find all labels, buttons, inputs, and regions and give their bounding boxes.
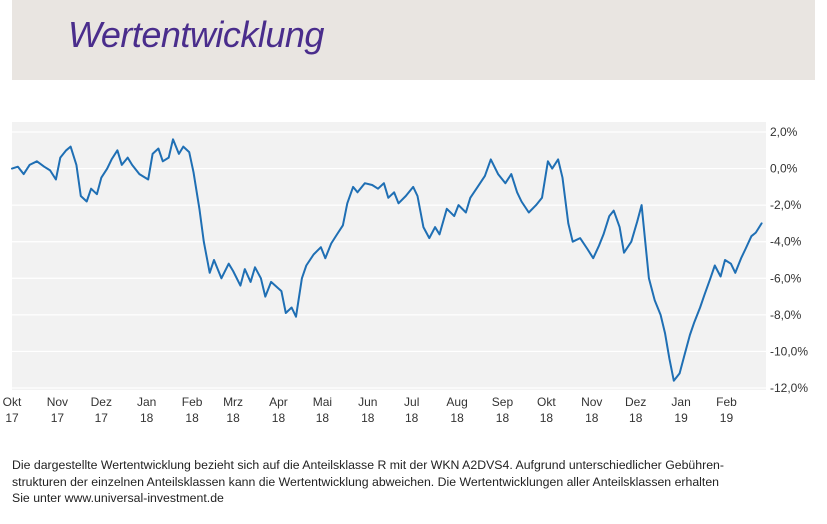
y-tick-label: 0,0% [770, 162, 798, 176]
x-tick-month: Mai [313, 395, 332, 409]
title-band: Wertentwicklung [12, 0, 815, 80]
x-tick: Okt 18 [537, 395, 556, 425]
x-tick: Okt 17 [3, 395, 22, 425]
x-tick-year: 18 [140, 411, 154, 425]
page-title: Wertentwicklung [68, 14, 324, 55]
x-tick-month: Feb [182, 395, 203, 409]
plot-background [12, 122, 766, 390]
y-tick-label: -10,0% [770, 344, 808, 358]
x-tick-year: 18 [585, 411, 599, 425]
x-tick: Nov 18 [581, 395, 602, 425]
series-line [11, 138, 763, 382]
y-tick-label: -2,0% [770, 198, 802, 212]
x-tick-year: 18 [629, 411, 643, 425]
x-tick: Mrz 18 [223, 395, 243, 425]
x-tick: Jun 18 [358, 395, 377, 425]
x-tick-month: Dez [625, 395, 646, 409]
x-tick-year: 18 [185, 411, 199, 425]
y-tick-label: -6,0% [770, 271, 802, 285]
x-tick-year: 18 [316, 411, 330, 425]
x-tick: Jul 18 [404, 395, 419, 425]
x-tick-year: 19 [720, 411, 734, 425]
x-tick-year: 18 [405, 411, 419, 425]
x-tick-month: Okt [3, 395, 22, 409]
x-tick: Sep 18 [492, 395, 514, 425]
footnote: Die dargestellte Wertentwicklung bezieht… [12, 457, 818, 507]
x-tick-month: Jan [137, 395, 156, 409]
x-tick-month: Sep [492, 395, 514, 409]
x-tick-month: Jun [358, 395, 377, 409]
y-tick-label: 2,0% [770, 125, 798, 139]
performance-chart: 2,0% 0,0% -2,0% -4,0% -6,0% -8,0% -10,0% -12,0%… [3, 122, 808, 425]
x-tick: Mai 18 [313, 395, 332, 425]
y-tick-label: -12,0% [770, 381, 808, 395]
x-tick-month: Aug [446, 395, 467, 409]
x-tick-year: 18 [450, 411, 464, 425]
x-tick: Dez 17 [91, 395, 112, 425]
x-tick-month: Nov [581, 395, 602, 409]
x-axis-ticks: Okt 17 Nov 17 Dez 17 Jan 18 Feb 18 Mrz 18 Apr 18 Mai 18… [3, 395, 737, 425]
x-tick: Aug 18 [446, 395, 467, 425]
x-tick: Dez 18 [625, 395, 646, 425]
x-tick: Feb 18 [182, 395, 203, 425]
x-tick-year: 17 [95, 411, 109, 425]
footnote-line-3: Sie unter www.universal-investment.de [12, 491, 224, 505]
x-tick-year: 17 [51, 411, 65, 425]
x-tick: Jan 19 [671, 395, 690, 425]
x-tick-month: Nov [47, 395, 68, 409]
x-tick-year: 18 [361, 411, 375, 425]
x-tick-month: Mrz [223, 395, 243, 409]
x-tick-year: 18 [226, 411, 240, 425]
x-tick-month: Jan [671, 395, 690, 409]
x-tick: Jan 18 [137, 395, 156, 425]
x-tick-month: Feb [716, 395, 737, 409]
x-tick-year: 19 [674, 411, 688, 425]
x-tick: Nov 17 [47, 395, 68, 425]
x-tick-month: Okt [537, 395, 556, 409]
y-axis-ticks: 2,0% 0,0% -2,0% -4,0% -6,0% -8,0% -10,0% -12,0% [770, 125, 808, 395]
x-tick-year: 18 [496, 411, 510, 425]
x-tick-month: Dez [91, 395, 112, 409]
x-tick: Apr 18 [269, 395, 288, 425]
y-tick-label: -4,0% [770, 235, 802, 249]
footnote-line-2: strukturen der einzelnen Anteilsklassen … [12, 474, 720, 489]
gridlines [12, 131, 766, 389]
footnote-line-1: Die dargestellte Wertentwicklung bezieht… [12, 458, 724, 472]
x-tick-month: Jul [404, 395, 419, 409]
x-tick-year: 17 [5, 411, 19, 425]
x-tick-year: 18 [272, 411, 286, 425]
x-tick: Feb 19 [716, 395, 737, 425]
x-tick-year: 18 [540, 411, 554, 425]
x-tick-month: Apr [269, 395, 288, 409]
y-tick-label: -8,0% [770, 308, 802, 322]
